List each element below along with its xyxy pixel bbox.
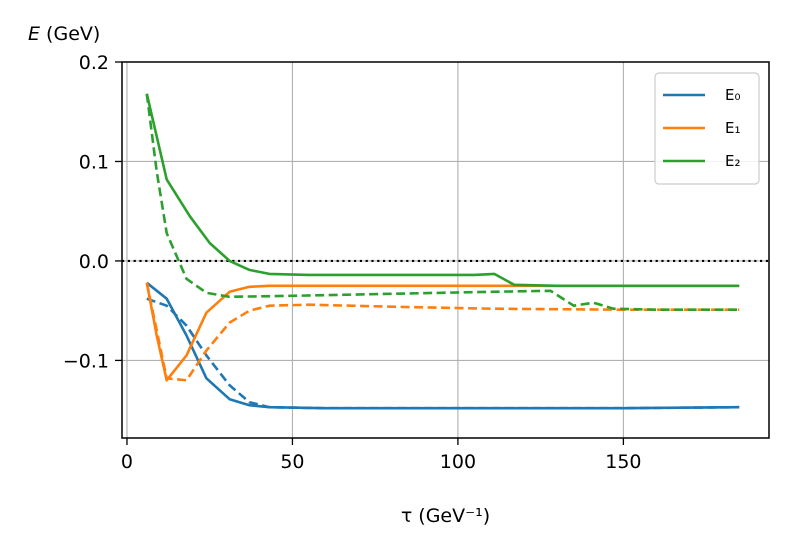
x-axis-label: τ (GeV⁻¹) — [401, 505, 490, 527]
legend-box — [654, 72, 760, 185]
x-tick-label: 150 — [605, 451, 641, 473]
series-line-solid — [145, 282, 740, 382]
legend-label: E₁ — [725, 119, 741, 137]
y-tick-label: −0.1 — [63, 350, 109, 372]
plot-frame — [121, 61, 770, 439]
x-tick-label: 50 — [280, 451, 304, 473]
y-label-unit: (GeV) — [40, 23, 100, 45]
series-line-solid — [145, 93, 740, 288]
x-tick-label: 100 — [440, 451, 476, 473]
x-tick-label: 0 — [121, 451, 133, 473]
axis-ticks: 0 50 100 150 −0.1 0.0 0.1 0.2 — [63, 52, 642, 473]
series-line-dashed — [145, 282, 740, 382]
legend-label: E₀ — [725, 86, 741, 104]
legend: E₀ E₁ E₂ — [654, 72, 760, 185]
y-tick-label: 0.1 — [79, 151, 109, 173]
data-series — [145, 93, 740, 410]
y-tick-label: 0.0 — [79, 251, 109, 273]
series-line-dashed — [146, 297, 740, 410]
y-tick-label: 0.2 — [79, 52, 109, 74]
y-label-symbol: E — [28, 23, 40, 45]
series-line-dashed — [145, 93, 740, 311]
legend-label: E₂ — [725, 152, 741, 170]
y-axis-label: E (GeV) — [28, 23, 100, 45]
